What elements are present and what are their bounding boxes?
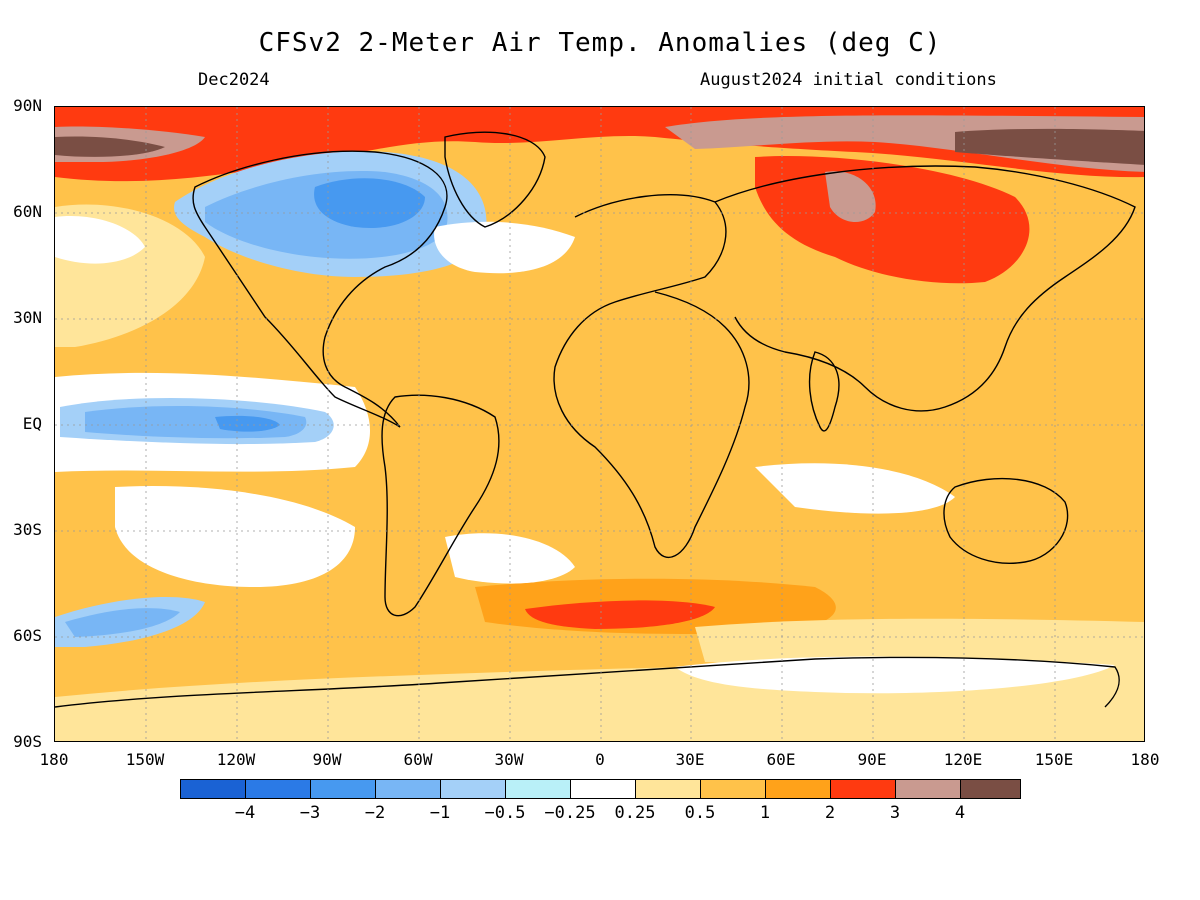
southern-ocean-pale	[695, 618, 1144, 670]
colorbar-label: 3	[889, 803, 901, 823]
colorbar-label: −3	[299, 803, 321, 823]
colorbar-label: 2	[824, 803, 836, 823]
australia-coast	[943, 477, 1069, 564]
enso-cold-core	[215, 415, 280, 432]
lon-label-60e: 60E	[766, 750, 796, 769]
colorbar-seg-13	[960, 779, 1021, 799]
south-pacific-white	[115, 486, 355, 587]
colorbar-seg-10	[765, 779, 831, 799]
colorbar-label: −0.25	[544, 803, 596, 823]
lat-label-30n: 30N	[13, 308, 42, 327]
lon-label-90e: 90E	[857, 750, 887, 769]
siberia-dark	[955, 128, 1144, 165]
graticule	[55, 107, 1144, 741]
colorbar-label: 0.5	[684, 803, 716, 823]
north-pacific-white	[55, 216, 145, 264]
lat-label-90s: 90S	[13, 732, 42, 751]
lon-label-30w: 30W	[494, 750, 524, 769]
colorbar-seg-4	[375, 779, 441, 799]
antarctica-white	[675, 656, 1115, 694]
colorbar-seg-5	[440, 779, 506, 799]
siberia-red	[755, 156, 1030, 284]
colorbar-seg-2	[245, 779, 311, 799]
anomaly-map	[54, 106, 1145, 742]
north-atlantic-white	[434, 221, 575, 274]
lon-label-180e: 180	[1130, 750, 1160, 769]
colorbar-seg-9	[700, 779, 766, 799]
lon-label-150e: 150E	[1034, 750, 1074, 769]
colorbar-seg-1	[180, 779, 246, 799]
anomaly-map-svg	[55, 107, 1144, 741]
lat-label-60n: 60N	[13, 202, 42, 221]
lon-label-150w: 150W	[125, 750, 165, 769]
lat-label-eq: EQ	[22, 414, 42, 433]
siberia-brown-core	[825, 171, 876, 223]
lon-label-30e: 30E	[675, 750, 705, 769]
south-pacific-cold-mid	[65, 608, 180, 637]
lon-label-120w: 120W	[216, 750, 256, 769]
colorbar-seg-12	[895, 779, 961, 799]
india-coast	[808, 351, 840, 432]
lat-label-90n: 90N	[13, 96, 42, 115]
colorbar-label: 4	[954, 803, 966, 823]
colorbar-seg-3	[310, 779, 376, 799]
colorbar-label: −1	[429, 803, 451, 823]
colorbar-seg-8	[635, 779, 701, 799]
colorbar-label: −2	[364, 803, 386, 823]
indian-ocean-white	[755, 463, 955, 514]
southern-ocean-red	[525, 600, 715, 629]
colorbar-label: 1	[759, 803, 771, 823]
valid-month-label: Dec2024	[198, 70, 270, 90]
coastlines	[55, 131, 1136, 708]
lat-label-30s: 30S	[13, 520, 42, 539]
europe-africa-coast	[553, 194, 750, 559]
lon-label-120e: 120E	[943, 750, 983, 769]
arctic-dark-west	[55, 136, 165, 157]
colorbar-seg-11	[830, 779, 896, 799]
north-america-coast	[192, 150, 448, 428]
south-america-coast	[381, 394, 500, 617]
lon-label-90w: 90W	[312, 750, 342, 769]
lon-label-60w: 60W	[403, 750, 433, 769]
colorbar-seg-7	[570, 779, 636, 799]
lon-label-180w: 180	[39, 750, 69, 769]
lon-label-0: 0	[595, 750, 605, 769]
canada-cold-deep	[314, 178, 425, 228]
greenland-coast	[444, 131, 546, 228]
colorbar-label: −0.5	[484, 803, 526, 823]
lat-label-60s: 60S	[13, 626, 42, 645]
colorbar-label: 0.25	[614, 803, 656, 823]
chart-title: CFSv2 2-Meter Air Temp. Anomalies (deg C…	[258, 28, 942, 58]
antarctica-coast	[55, 656, 1120, 708]
colorbar-seg-6	[505, 779, 571, 799]
colorbar-label: −4	[234, 803, 256, 823]
initial-conditions-label: August2024 initial conditions	[700, 70, 997, 90]
